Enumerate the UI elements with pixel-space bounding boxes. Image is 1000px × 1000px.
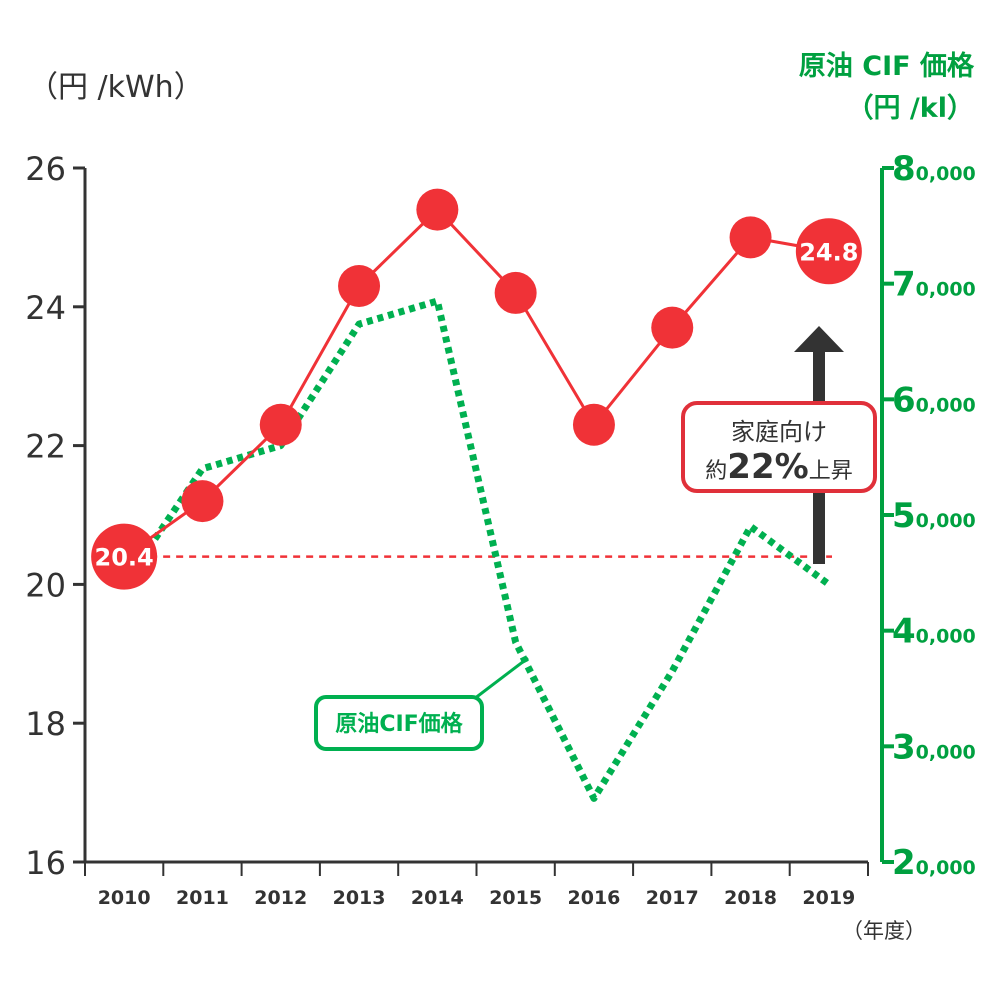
household-price-line: [123, 207, 830, 558]
price-point: [494, 271, 537, 314]
left-axis-tick-label: 24: [25, 289, 66, 327]
x-axis-tick-label: 2019: [802, 887, 855, 909]
annotation-line2: 約22%上昇: [705, 447, 852, 487]
legend-leader-line: [469, 656, 529, 704]
left-axis-tick-label: 16: [25, 844, 66, 882]
price-point: [259, 403, 302, 446]
right-axis-tick-minor: 0,000: [916, 163, 976, 185]
right-axis-tick-minor: 0,000: [916, 394, 976, 416]
price-point: [572, 403, 615, 446]
right-axis-tick-major: 6: [892, 380, 916, 420]
x-axis-tick-label: 2010: [98, 887, 151, 909]
x-axis-unit-label: （年度）: [842, 919, 926, 943]
right-axis-tick-major: 4: [892, 612, 916, 652]
price-point: [651, 306, 694, 349]
annotation-line1: 家庭向け: [731, 418, 827, 446]
right-axis-tick-label: 70,000: [892, 265, 976, 305]
right-axis-tick-minor: 0,000: [916, 741, 976, 763]
data-label-last: 24.8: [799, 238, 858, 266]
right-axis-tick-label: 80,000: [892, 149, 976, 189]
left-axis-tick-label: 20: [25, 566, 66, 604]
right-axis-tick-major: 7: [892, 265, 916, 305]
right-axis-tick-minor: 0,000: [916, 279, 976, 301]
x-axis-tick-label: 2015: [489, 887, 542, 909]
x-axis-tick-label: 2016: [568, 887, 621, 909]
right-axis-tick-major: 3: [892, 727, 916, 767]
x-axis-tick-label: 2012: [254, 887, 307, 909]
left-axis-tick-label: 18: [25, 705, 66, 743]
right-axis-tick-minor: 0,000: [916, 510, 976, 532]
price-point-highlighted: [91, 523, 158, 590]
right-axis-title: 原油 CIF 価格: [798, 51, 974, 82]
x-axis-tick-label: 2011: [176, 887, 229, 909]
annotation-suffix: 上昇: [809, 459, 853, 484]
price-point: [416, 188, 459, 231]
x-axis-tick-label: 2018: [724, 887, 777, 909]
right-axis-tick-label: 40,000: [892, 612, 976, 652]
price-point: [181, 480, 224, 523]
legend-label: 原油CIF価格: [335, 711, 463, 737]
data-label-first: 20.4: [95, 544, 154, 572]
left-axis-tick-label: 26: [25, 150, 66, 188]
right-axis-tick-label: 30,000: [892, 727, 976, 767]
right-axis-tick-major: 2: [892, 843, 916, 883]
x-axis-tick-label: 2017: [646, 887, 699, 909]
oil-cif-price-line: [121, 297, 831, 802]
right-axis-unit-label: （円 /kl）: [846, 93, 974, 124]
increase-arrow-head-icon: [794, 326, 844, 352]
series-layer: 20.4 24.8: [91, 188, 862, 802]
right-axis-tick-minor: 0,000: [916, 626, 976, 648]
annotation-box: [681, 401, 877, 493]
x-axis-tick-label: 2014: [411, 887, 464, 909]
annotation-prefix: 約: [705, 459, 727, 484]
price-point-highlighted: [795, 218, 862, 285]
right-axis-tick-major: 5: [892, 496, 916, 536]
legend-box: [314, 695, 484, 751]
right-axis-tick-major: 8: [892, 149, 916, 189]
right-axis-tick-label: 60,000: [892, 380, 976, 420]
x-axis-tick-label: 2013: [333, 887, 386, 909]
price-point: [729, 216, 772, 259]
right-axis-tick-label: 50,000: [892, 496, 976, 536]
annotation-value: 22%: [727, 447, 808, 487]
right-axis-tick-minor: 0,000: [916, 857, 976, 879]
right-axis-tick-label: 20,000: [892, 843, 976, 883]
left-axis-tick-label: 22: [25, 428, 66, 466]
price-point: [338, 264, 381, 307]
left-axis-unit-label: （円 /kWh）: [28, 70, 204, 105]
